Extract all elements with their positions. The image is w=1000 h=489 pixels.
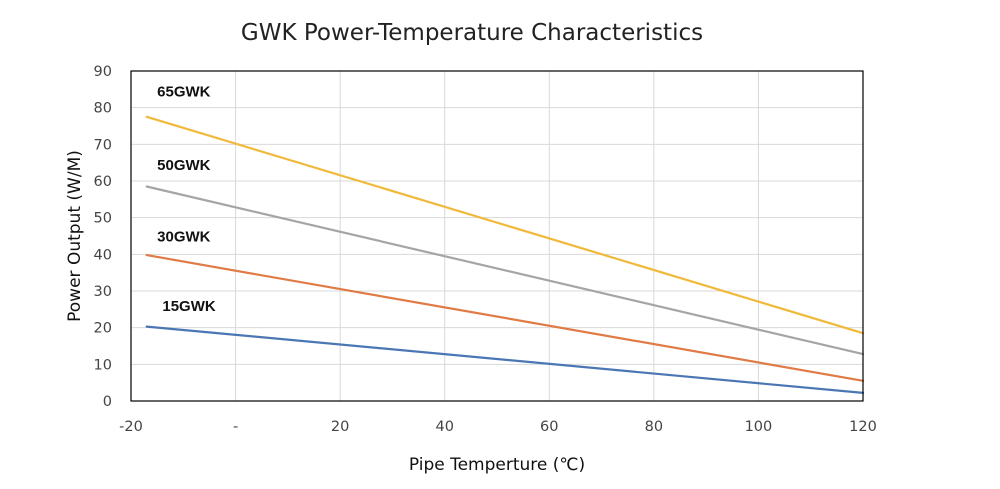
chart-title: GWK Power-Temperature Characteristics [241, 20, 703, 46]
y-tick-label: 20 [94, 321, 112, 337]
x-axis-label: Pipe Temperture (℃) [409, 455, 585, 475]
series-lines [145, 115, 865, 394]
y-tick-label: 40 [94, 247, 112, 263]
series-label-15gwk: 15GWK [162, 298, 216, 315]
y-tick-label: 60 [94, 174, 112, 190]
y-tick-label: 70 [94, 137, 112, 153]
series-line-50gwk [145, 185, 865, 356]
series-label-65gwk: 65GWK [157, 84, 211, 101]
x-tick-label: 120 [849, 419, 877, 435]
x-tick-label: 40 [435, 419, 453, 435]
x-tick-label: 100 [745, 419, 773, 435]
series-line-65gwk [145, 115, 865, 335]
x-tick-label: 80 [645, 419, 663, 435]
y-tick-label: 80 [94, 101, 112, 117]
x-tick-label: 60 [540, 419, 558, 435]
x-tick-label: 20 [331, 419, 349, 435]
plot-area-border [130, 70, 864, 402]
y-tick-label: 30 [94, 284, 112, 300]
y-tick-label: 0 [103, 394, 112, 410]
x-tick-label: - [233, 419, 238, 435]
series-line-15gwk [145, 325, 865, 394]
y-tick-label: 50 [94, 211, 112, 227]
grid-lines [131, 71, 863, 401]
series-label-30gwk: 30GWK [157, 229, 211, 246]
y-tick-label: 10 [94, 357, 112, 373]
x-tick-label: -20 [119, 419, 143, 435]
series-line-30gwk [145, 254, 865, 382]
x-axis-ticks: -20-20 40 60 80 100 120 [119, 419, 877, 435]
y-axis-ticks: 0 10 20 30 40 50 60 70 80 90 [94, 64, 112, 410]
y-tick-label: 90 [94, 64, 112, 80]
series-label-50gwk: 50GWK [157, 157, 211, 174]
series-labels: 65GWK 50GWK 30GWK 15GWK [157, 84, 216, 315]
y-axis-label: Power Output (W/M) [65, 150, 85, 322]
